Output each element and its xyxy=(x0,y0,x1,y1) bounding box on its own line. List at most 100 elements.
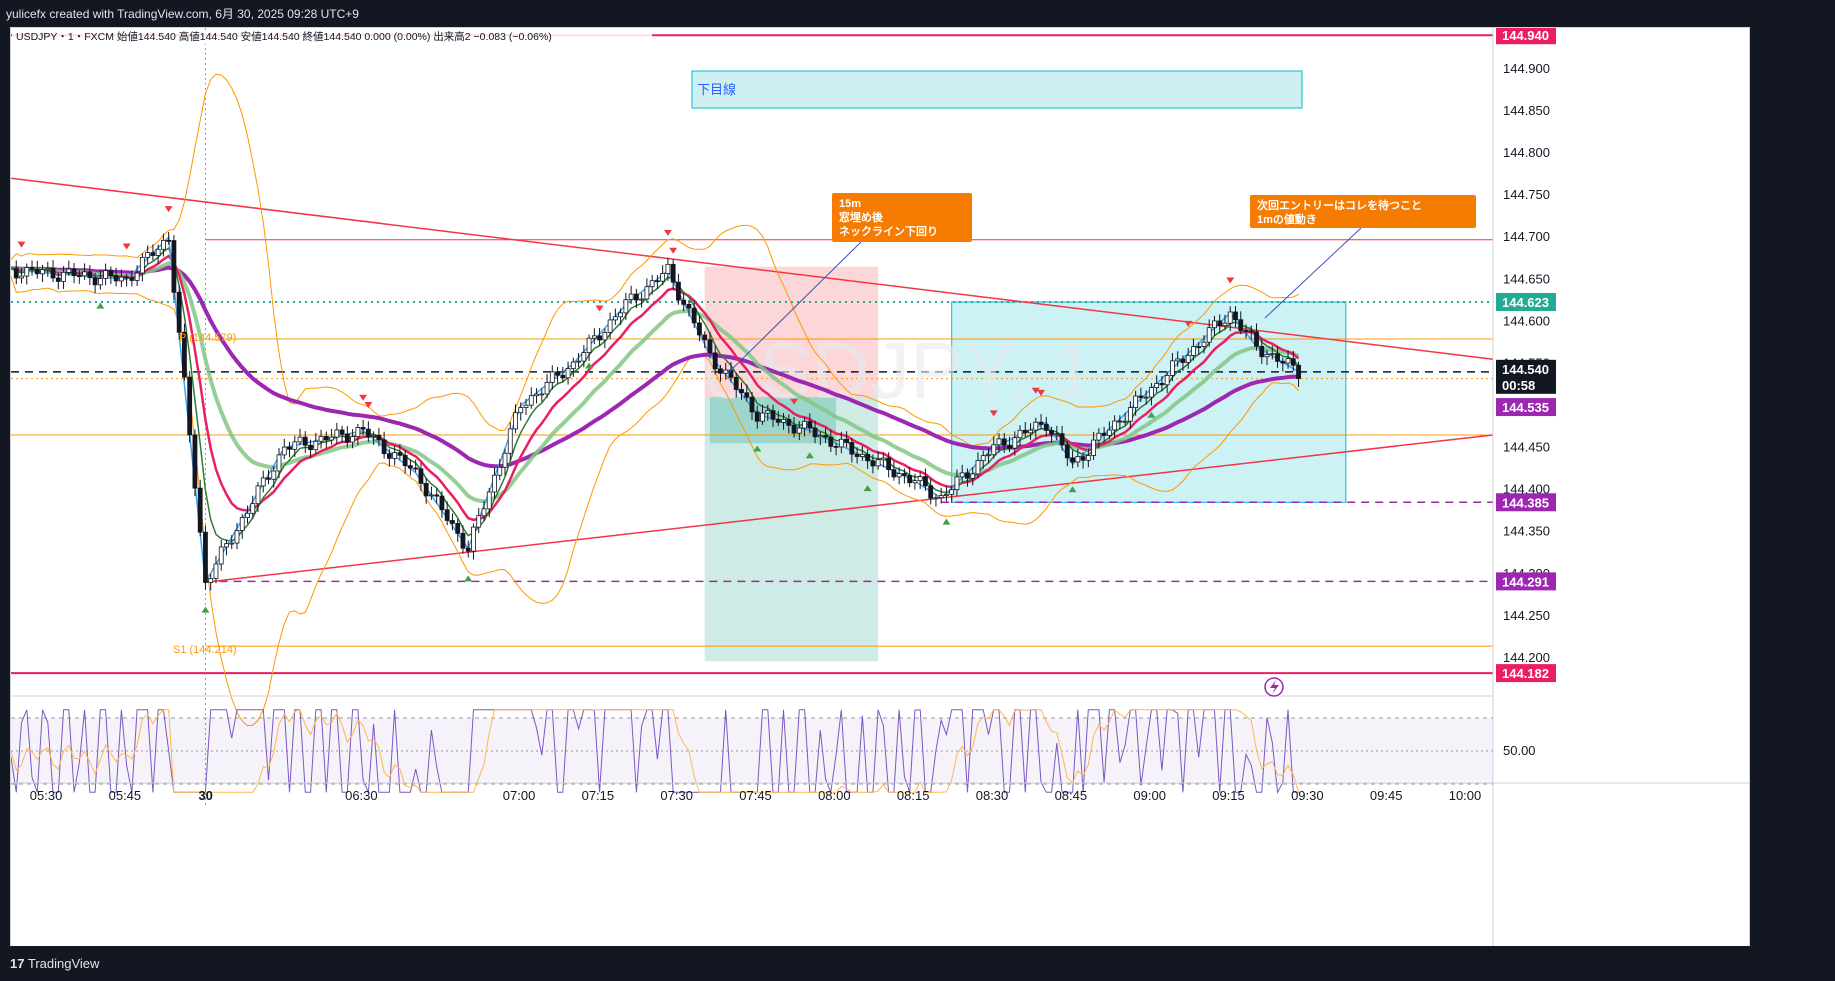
candle-body[interactable] xyxy=(670,263,676,283)
candle-body[interactable] xyxy=(838,438,844,448)
candle-body[interactable] xyxy=(796,427,802,434)
target-label-box[interactable] xyxy=(691,70,1303,109)
candle-body[interactable] xyxy=(507,428,513,454)
candle-body[interactable] xyxy=(1259,345,1265,358)
candle-body[interactable] xyxy=(213,563,219,579)
candle-body[interactable] xyxy=(1238,319,1244,331)
candle-body[interactable] xyxy=(297,436,303,443)
candle-body[interactable] xyxy=(13,267,19,279)
candle-body[interactable] xyxy=(187,376,193,436)
candle-body[interactable] xyxy=(549,371,555,383)
candle-body[interactable] xyxy=(612,316,618,321)
candle-body[interactable] xyxy=(492,474,497,493)
candle-body[interactable] xyxy=(239,517,245,531)
candle-body[interactable] xyxy=(1149,387,1154,398)
candle-body[interactable] xyxy=(323,436,329,441)
candle-body[interactable] xyxy=(71,268,77,276)
candle-body[interactable] xyxy=(434,494,440,497)
candle-body[interactable] xyxy=(644,286,650,300)
candle-body[interactable] xyxy=(392,452,398,459)
candle-body[interactable] xyxy=(276,454,282,472)
candle-body[interactable] xyxy=(739,389,744,394)
candle-body[interactable] xyxy=(161,239,166,250)
candle-body[interactable] xyxy=(833,445,839,448)
ema-slow-line[interactable] xyxy=(10,265,1299,469)
candle-body[interactable] xyxy=(954,476,960,491)
candle-body[interactable] xyxy=(928,485,934,499)
candle-body[interactable] xyxy=(1117,420,1123,423)
candle-body[interactable] xyxy=(555,371,560,376)
price-badge[interactable] xyxy=(1496,572,1556,591)
candle-body[interactable] xyxy=(271,470,277,480)
candle-body[interactable] xyxy=(828,436,834,447)
candle-body[interactable] xyxy=(770,410,776,420)
candle-body[interactable] xyxy=(623,299,629,314)
price-badge[interactable] xyxy=(1496,493,1556,512)
candle-body[interactable] xyxy=(471,526,476,552)
candle-body[interactable] xyxy=(97,278,103,286)
candle-body[interactable] xyxy=(791,424,797,434)
price-badge[interactable] xyxy=(1496,375,1556,394)
candle-body[interactable] xyxy=(733,376,739,390)
candle-body[interactable] xyxy=(339,429,345,435)
candle-body[interactable] xyxy=(865,453,871,462)
trendline-1[interactable] xyxy=(205,434,1494,583)
candle-body[interactable] xyxy=(281,446,287,456)
candle-body[interactable] xyxy=(528,395,534,406)
candle-body[interactable] xyxy=(313,440,319,451)
candle-body[interactable] xyxy=(1154,383,1160,388)
candle-body[interactable] xyxy=(697,322,702,336)
candle-body[interactable] xyxy=(754,411,760,422)
candle-body[interactable] xyxy=(176,291,182,333)
candle-body[interactable] xyxy=(649,280,655,288)
price-badge[interactable] xyxy=(1496,359,1556,378)
candle-body[interactable] xyxy=(1012,437,1018,449)
candle-body[interactable] xyxy=(1075,456,1081,463)
candle-body[interactable] xyxy=(82,271,87,277)
candle-body[interactable] xyxy=(1233,311,1238,321)
candle-body[interactable] xyxy=(139,256,145,274)
candle-body[interactable] xyxy=(344,433,350,443)
candle-body[interactable] xyxy=(544,381,550,395)
candle-body[interactable] xyxy=(749,396,755,413)
note-entry-box[interactable] xyxy=(1250,195,1476,228)
candle-body[interactable] xyxy=(397,452,403,456)
candle-body[interactable] xyxy=(917,476,923,482)
candle-body[interactable] xyxy=(439,495,445,511)
candle-body[interactable] xyxy=(1191,346,1196,356)
candle-body[interactable] xyxy=(681,299,687,305)
candle-body[interactable] xyxy=(902,473,907,476)
candle-body[interactable] xyxy=(896,473,902,478)
candle-body[interactable] xyxy=(386,453,392,459)
candle-body[interactable] xyxy=(260,477,266,487)
candle-body[interactable] xyxy=(565,368,571,379)
candle-body[interactable] xyxy=(880,457,886,461)
candle-body[interactable] xyxy=(949,489,955,495)
candle-body[interactable] xyxy=(812,427,818,438)
candle-body[interactable] xyxy=(1022,429,1028,434)
candle-body[interactable] xyxy=(1217,320,1223,327)
candle-body[interactable] xyxy=(87,271,93,279)
candle-body[interactable] xyxy=(1017,429,1023,439)
candle-body[interactable] xyxy=(1070,457,1075,463)
candle-body[interactable] xyxy=(145,252,151,258)
candle-body[interactable] xyxy=(891,469,897,478)
candle-body[interactable] xyxy=(108,270,114,277)
candle-body[interactable] xyxy=(497,466,503,476)
candle-body[interactable] xyxy=(423,482,429,497)
candle-body[interactable] xyxy=(1043,423,1049,431)
candle-body[interactable] xyxy=(817,435,823,438)
candle-body[interactable] xyxy=(1049,430,1054,435)
candle-body[interactable] xyxy=(255,485,261,505)
candle-body[interactable] xyxy=(182,331,187,378)
candle-body[interactable] xyxy=(1212,320,1217,329)
candle-body[interactable] xyxy=(381,439,387,455)
candle-body[interactable] xyxy=(970,473,976,479)
candle-body[interactable] xyxy=(50,268,56,279)
price-chart[interactable]: USDJPY, 1 下目線 15m 窓埋め後 ネックライン下回り 次回エントリー… xyxy=(10,26,1749,947)
candle-body[interactable] xyxy=(965,472,970,479)
candle-body[interactable] xyxy=(712,352,718,370)
candle-body[interactable] xyxy=(1254,331,1259,347)
candle-body[interactable] xyxy=(807,420,813,429)
candle-body[interactable] xyxy=(134,272,140,281)
